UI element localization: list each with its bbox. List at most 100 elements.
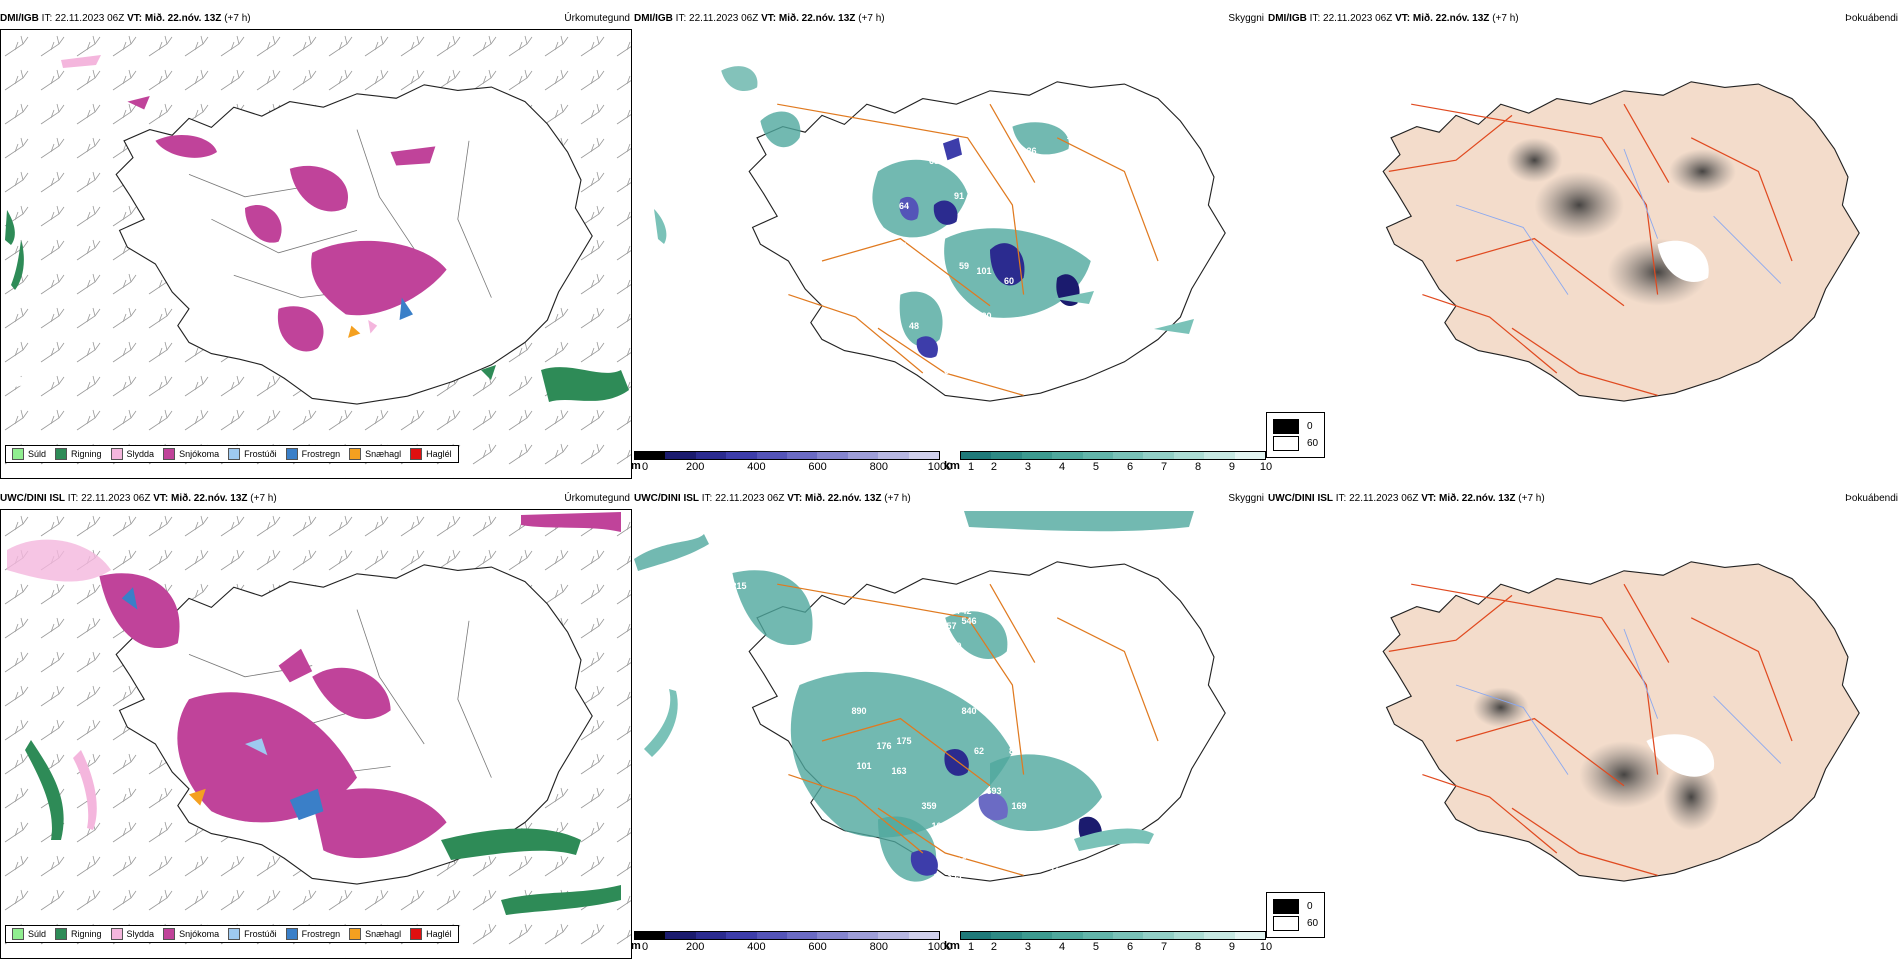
ceiling-value-label: 60 bbox=[1004, 276, 1014, 286]
colorbar-tick: 7 bbox=[1160, 461, 1168, 473]
ceiling-value-label: 327 bbox=[1086, 311, 1101, 321]
precip-legend: Súld Rigning Slydda Snjókoma Frostúði Fr… bbox=[5, 445, 459, 463]
legend-item: Rigning bbox=[55, 928, 102, 940]
panel-header: DMI/IGB IT: 22.11.2023 06Z VT: Mið. 22.n… bbox=[634, 13, 1266, 27]
it-label: IT: bbox=[701, 493, 713, 504]
colorbar-tick: 200 bbox=[686, 941, 705, 953]
ceiling-value-label: 71 bbox=[974, 161, 984, 171]
valid-time: Mið. 22.nóv. 13Z bbox=[1412, 13, 1490, 24]
colorbar-bin bbox=[1234, 932, 1266, 939]
ceiling-value-label: 215 bbox=[731, 581, 746, 591]
valid-time: Mið. 22.nóv. 13Z bbox=[144, 13, 222, 24]
vt-label: VT: bbox=[787, 493, 803, 504]
top-precip-panel: DMI/IGB IT: 22.11.2023 06Z VT: Mið. 22.n… bbox=[0, 13, 632, 479]
init-time: 22.11.2023 06Z bbox=[55, 13, 125, 24]
legend-label: Haglél bbox=[426, 929, 452, 939]
colorbar-bin bbox=[695, 932, 727, 939]
ceiling-value-label: 34 bbox=[1049, 866, 1059, 876]
colorbar-bin bbox=[756, 932, 788, 939]
legend-swatch bbox=[55, 448, 68, 460]
legend-item: Snæhagl bbox=[349, 448, 401, 460]
legend-item: Slydda bbox=[110, 448, 154, 460]
colorbar-bin bbox=[961, 452, 992, 459]
colorbar-bin bbox=[1052, 452, 1083, 459]
colorbar-strip bbox=[960, 451, 1266, 460]
colorbar-bin bbox=[847, 932, 879, 939]
legend-label: Rigning bbox=[71, 449, 102, 459]
vt-label: VT: bbox=[127, 13, 143, 24]
top-fog-panel: DMI/IGB IT: 22.11.2023 06Z VT: Mið. 22.n… bbox=[1266, 13, 1900, 479]
field-name: Þokuábendi bbox=[1845, 493, 1898, 504]
vt-label: VT: bbox=[1395, 13, 1411, 24]
model-name: DMI/IGB bbox=[0, 13, 39, 24]
it-label: IT: bbox=[41, 13, 53, 24]
it-label: IT: bbox=[1309, 13, 1321, 24]
lead-time: (+7 h) bbox=[1492, 13, 1519, 24]
legend-swatch bbox=[12, 448, 24, 460]
colorbar-tick: 0 bbox=[642, 941, 649, 953]
ceiling-value-label: 521 bbox=[1066, 341, 1081, 351]
colorbar-tick: 3 bbox=[1024, 461, 1032, 473]
ceiling-value-label: 200 bbox=[946, 641, 961, 651]
ceiling-value-label: 32 bbox=[1009, 336, 1019, 346]
vt-label: VT: bbox=[1421, 493, 1437, 504]
ceiling-value-label: 359 bbox=[921, 801, 936, 811]
colorbar-bin bbox=[878, 932, 909, 939]
colorbar-bin bbox=[787, 932, 818, 939]
ceiling-value-label: 101 bbox=[976, 266, 991, 276]
ceiling-value-label: 126 bbox=[1021, 146, 1036, 156]
precip-type-map[interactable]: Súld Rigning Slydda Snjókoma Frostúði Fr… bbox=[0, 29, 632, 479]
colorbar-unit: m bbox=[631, 940, 641, 952]
field-name: Þokuábendi bbox=[1845, 13, 1898, 24]
legend-swatch bbox=[55, 928, 68, 940]
legend-item: Haglél bbox=[410, 448, 452, 460]
it-label: IT: bbox=[67, 493, 79, 504]
legend-swatch bbox=[349, 928, 362, 940]
ceiling-value-label: 34 bbox=[924, 386, 934, 396]
legend-swatch bbox=[110, 448, 123, 460]
colorbar-tick: 0 bbox=[642, 461, 649, 473]
colorbar-tick: 1 bbox=[968, 941, 975, 953]
model-name: UWC/DINI ISL bbox=[1268, 493, 1333, 504]
colorbar-tick: 7 bbox=[1160, 941, 1168, 953]
colorbar-bin bbox=[1143, 452, 1174, 459]
precip-type-map[interactable]: Súld Rigning Slydda Snjókoma Frostúði Fr… bbox=[0, 509, 632, 959]
ceiling-value-label: 109 bbox=[836, 651, 851, 661]
colorbar-bin bbox=[1052, 932, 1083, 939]
fog-legend-row: 0 bbox=[1273, 899, 1318, 914]
vt-label: VT: bbox=[761, 13, 777, 24]
fog-index-map[interactable] bbox=[1268, 29, 1900, 479]
colorbar-tick: 200 bbox=[686, 461, 705, 473]
colorbar-unit: km bbox=[944, 460, 960, 472]
colorbar-tick: 4 bbox=[1058, 941, 1066, 953]
ceiling-value-label: 48 bbox=[909, 321, 919, 331]
legend-label: Snjókoma bbox=[179, 929, 220, 939]
ceiling-value-label: 95 bbox=[919, 281, 929, 291]
visibility-labels: 130 132 77 68 71 57 91 140 126 143 64 125 302 59 101 60… bbox=[736, 61, 1101, 396]
ceiling-value-label: 727 bbox=[941, 831, 956, 841]
valid-time: Mið. 22.nóv. 13Z bbox=[778, 13, 856, 24]
colorbar-bin bbox=[817, 932, 848, 939]
visibility-map[interactable]: 130 132 77 68 71 57 91 140 126 143 64 125 302 59 101 60… bbox=[631, 29, 1272, 479]
fog-index-map[interactable] bbox=[1268, 509, 1900, 959]
visibility-map[interactable]: 215 165 167 109 742 724 257 200 546 233 890 840 176 1… bbox=[631, 509, 1272, 959]
colorbar-ticks: 1 2 3 4 5 6 7 8 9 10 bbox=[960, 460, 1272, 474]
ceiling-value-label: 77 bbox=[959, 106, 969, 116]
field-name: Úrkomutegund bbox=[564, 493, 630, 504]
bottom-precip-panel: UWC/DINI ISL IT: 22.11.2023 06Z VT: Mið.… bbox=[0, 493, 632, 959]
legend-swatch bbox=[228, 448, 241, 460]
fog-legend-label: 0 bbox=[1307, 901, 1313, 912]
colorbar-bin bbox=[991, 932, 1022, 939]
ceiling-value-label: 169 bbox=[1011, 801, 1026, 811]
it-label: IT: bbox=[1335, 493, 1347, 504]
visibility-labels: 215 165 167 109 742 724 257 200 546 233 890 840 176 1… bbox=[721, 581, 1059, 919]
field-name: Úrkomutegund bbox=[564, 13, 630, 24]
panel-header: UWC/DINI ISL IT: 22.11.2023 06Z VT: Mið.… bbox=[0, 493, 632, 507]
colorbar-bin bbox=[817, 452, 848, 459]
colorbar-bin bbox=[695, 452, 727, 459]
legend-label: Rigning bbox=[71, 929, 102, 939]
colorbar-bin bbox=[1204, 932, 1235, 939]
legend-item: Frostúði bbox=[228, 928, 277, 940]
colorbar-tick: 6 bbox=[1126, 461, 1134, 473]
visibility-colorbar: 1 2 3 4 5 6 7 8 9 10 km bbox=[944, 931, 1272, 954]
